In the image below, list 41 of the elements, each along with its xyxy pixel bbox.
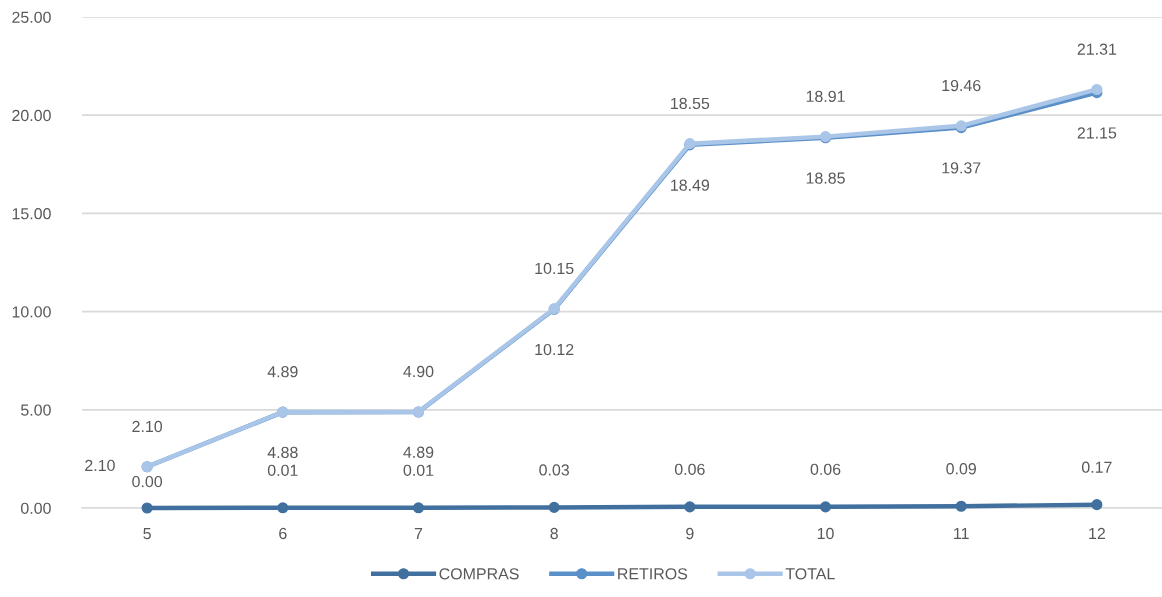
x-tick-label: 7: [414, 528, 423, 540]
x-tick-label: 6: [279, 527, 287, 540]
y-tick-label: 25.00: [12, 11, 51, 23]
x-tick-label: 10: [817, 527, 834, 540]
data-label: 0.17: [1081, 461, 1112, 473]
data-label: 4.89: [403, 446, 434, 458]
data-label: 19.46: [942, 79, 981, 92]
y-tick-label: 10.00: [12, 306, 51, 318]
legend-label: COMPRAS: [439, 568, 519, 580]
data-label: 0.06: [674, 463, 705, 475]
data-label: 18.85: [806, 172, 845, 184]
data-label: 2.10: [132, 420, 163, 433]
data-label: 18.91: [806, 90, 845, 103]
data-label: 18.49: [671, 179, 710, 191]
data-label: 0.09: [946, 463, 976, 475]
data-label: 10.12: [535, 343, 574, 356]
data-label: 21.15: [1077, 127, 1117, 139]
data-label: 2.10: [85, 459, 115, 472]
y-tick-label: 15.00: [12, 208, 51, 220]
data-label: 0.01: [403, 464, 434, 476]
y-tick-label: 20.00: [12, 109, 51, 122]
x-tick-label: 12: [1089, 527, 1105, 540]
data-label: 18.55: [671, 97, 710, 110]
x-tick-label: 8: [550, 527, 558, 540]
data-label: 4.89: [267, 366, 298, 378]
data-label: 0.03: [539, 464, 569, 476]
data-label: 4.90: [403, 365, 434, 378]
x-tick-label: 5: [143, 528, 151, 540]
x-tick-label: 11: [954, 528, 969, 540]
legend-label: TOTAL: [785, 568, 835, 580]
legend-label: RETIROS: [618, 568, 688, 580]
data-label: 10.15: [535, 262, 574, 275]
data-label: 4.88: [267, 446, 298, 459]
y-tick-label: 5.00: [21, 404, 51, 416]
data-label: 0.06: [810, 463, 841, 475]
x-tick-label: 9: [686, 527, 694, 540]
data-label: 21.31: [1077, 43, 1117, 55]
y-tick-label: 0.00: [20, 502, 51, 514]
data-label: 19.37: [942, 162, 981, 174]
data-label: 0.00: [132, 475, 163, 488]
data-label: 0.01: [267, 464, 298, 476]
